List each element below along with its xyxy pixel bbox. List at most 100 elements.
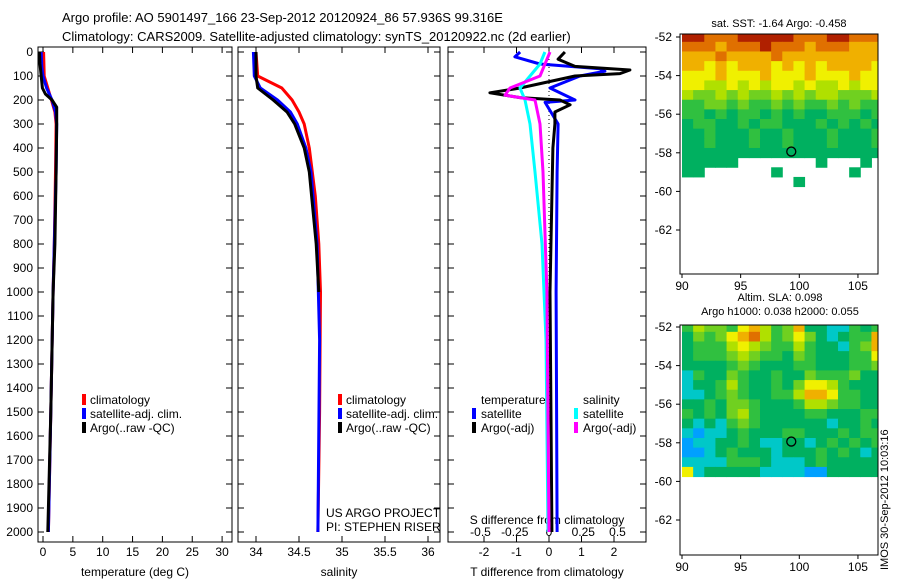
map-cell bbox=[737, 41, 750, 52]
map-cell bbox=[748, 466, 761, 478]
map-cell bbox=[715, 157, 728, 168]
y-tick-label: 1200 bbox=[6, 333, 33, 347]
map-cell bbox=[704, 370, 716, 381]
map-cell bbox=[826, 341, 839, 352]
map-cell bbox=[715, 99, 728, 110]
map-cell bbox=[748, 331, 761, 342]
map-cell bbox=[771, 119, 783, 130]
map-cell bbox=[737, 61, 750, 72]
map-cell bbox=[793, 147, 806, 159]
map-cell bbox=[760, 41, 772, 52]
legend-label: satellite-adj. clim. bbox=[346, 407, 438, 421]
legend-label: Argo(..raw -QC) bbox=[90, 421, 175, 435]
map-cell bbox=[860, 447, 872, 458]
map-cell bbox=[682, 466, 694, 478]
map-cell bbox=[737, 138, 750, 149]
map-cell bbox=[838, 437, 850, 449]
map-cell bbox=[782, 389, 794, 400]
map-cell bbox=[693, 325, 705, 333]
legend-swatch-argo bbox=[82, 422, 86, 433]
map-cell bbox=[782, 61, 794, 72]
map-cell bbox=[693, 351, 705, 362]
s-tick-label: 0 bbox=[546, 525, 553, 539]
y-tick-label: 1300 bbox=[6, 357, 33, 371]
map-cell bbox=[860, 399, 872, 410]
map-cell bbox=[693, 90, 705, 101]
map-cell bbox=[693, 447, 705, 458]
series-climatology bbox=[254, 51, 322, 533]
argo-location-marker bbox=[786, 436, 797, 447]
map-cell bbox=[704, 61, 716, 72]
map-cell bbox=[693, 99, 705, 110]
map-cell bbox=[726, 437, 739, 449]
map-cell bbox=[771, 61, 783, 72]
map-cell bbox=[838, 51, 850, 62]
map-cell bbox=[871, 399, 879, 410]
map-cell bbox=[715, 80, 728, 91]
map-cell bbox=[804, 119, 817, 130]
map-cell bbox=[737, 70, 750, 81]
map-cell bbox=[704, 325, 716, 333]
map-cell bbox=[748, 80, 761, 91]
map-cell bbox=[748, 341, 761, 352]
map-cell bbox=[726, 325, 739, 333]
map-cell bbox=[871, 138, 879, 149]
series-satellite bbox=[251, 51, 322, 533]
map-cell bbox=[871, 325, 879, 333]
map-cell bbox=[860, 331, 872, 342]
map-cell bbox=[804, 418, 817, 429]
x-tick-label: 35.5 bbox=[373, 545, 397, 559]
map-cell bbox=[748, 99, 761, 110]
map-y-tick-label: -52 bbox=[655, 30, 673, 44]
map-cell bbox=[804, 41, 817, 52]
map-cell bbox=[726, 466, 739, 478]
map-cell bbox=[793, 331, 806, 342]
map-cell bbox=[704, 380, 716, 391]
map-cell bbox=[760, 90, 772, 101]
map-cell bbox=[715, 341, 728, 352]
map-cell bbox=[815, 389, 828, 400]
map-cell bbox=[771, 138, 783, 149]
map-x-tick-label: 90 bbox=[675, 560, 689, 574]
map-cell bbox=[682, 351, 694, 362]
map-cell bbox=[748, 418, 761, 429]
map-cell bbox=[826, 351, 839, 362]
map-cell bbox=[760, 409, 772, 420]
map-cell bbox=[849, 341, 861, 352]
map-cell bbox=[760, 399, 772, 410]
map-cell bbox=[838, 399, 850, 410]
map-cell bbox=[826, 360, 839, 371]
map-cell bbox=[726, 157, 739, 168]
map-y-tick-label: -58 bbox=[655, 146, 673, 160]
y-tick-label: 300 bbox=[13, 117, 33, 131]
y-tick-label: 500 bbox=[13, 165, 33, 179]
x-tick-label: -1 bbox=[511, 545, 522, 559]
map-cell bbox=[826, 34, 839, 43]
map-cell bbox=[682, 380, 694, 391]
map-cell bbox=[838, 389, 850, 400]
map-cell bbox=[737, 109, 750, 120]
map-cell bbox=[704, 51, 716, 62]
map-cell bbox=[804, 51, 817, 62]
map-cell bbox=[815, 70, 828, 81]
map-cell bbox=[704, 457, 716, 468]
map-cell bbox=[726, 341, 739, 352]
map-cell bbox=[871, 409, 879, 420]
map-cell bbox=[871, 147, 879, 159]
legend-swatch-satellite bbox=[82, 408, 86, 419]
series-s-argo bbox=[503, 51, 552, 533]
map-title: sat. SST: -1.64 Argo: -0.458 bbox=[711, 18, 846, 30]
map-cell bbox=[748, 325, 761, 333]
title-line-2: Climatology: CARS2009. Satellite-adjuste… bbox=[62, 29, 571, 44]
map-cell bbox=[693, 360, 705, 371]
map-cell bbox=[860, 380, 872, 391]
map-cell bbox=[815, 90, 828, 101]
map-cell bbox=[715, 389, 728, 400]
map-cell bbox=[760, 457, 772, 468]
map-cell bbox=[715, 360, 728, 371]
map-cell bbox=[782, 428, 794, 439]
map-cell bbox=[838, 428, 850, 439]
map-cell bbox=[693, 70, 705, 81]
map-cell bbox=[771, 360, 783, 371]
map-cell bbox=[682, 51, 694, 62]
